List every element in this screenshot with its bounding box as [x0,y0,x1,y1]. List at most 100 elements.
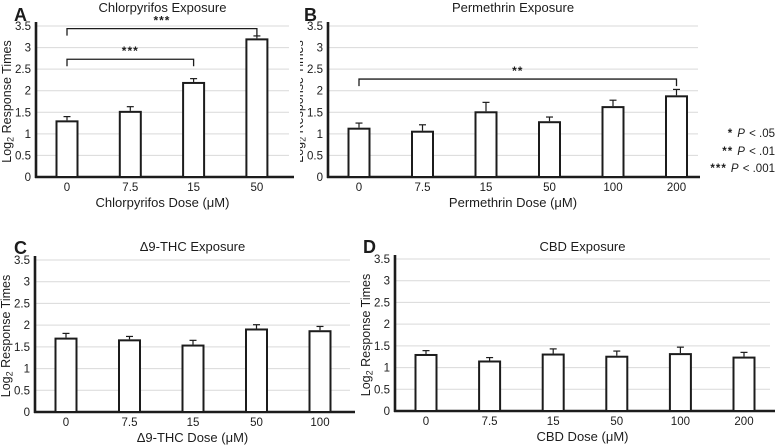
y-tick-label: 2.5 [15,64,31,76]
y-tick-label: 0.5 [14,385,30,397]
bar [54,337,78,413]
y-tick-label: 3.5 [307,21,323,33]
bar [55,120,79,178]
legend-p-label: P [737,128,745,140]
panel-letter: D [363,237,376,257]
y-tick-label: 3.5 [14,255,30,267]
legend-stars: ** [722,145,734,158]
x-tick-label: 0 [356,182,362,194]
chart-title: CBD Exposure [540,239,626,254]
panel-letter: B [304,5,317,25]
y-tick-label: 1.5 [374,341,390,353]
x-axis-label: Permethrin Dose (μM) [449,195,577,210]
y-tick-label: 1.5 [15,107,31,119]
y-tick-label: 0 [25,172,31,184]
y-tick-label: 1 [25,129,31,141]
y-axis-label: Log2 Response Times [0,275,15,397]
panel-d-chart: 0 0.5 1 1.5 2 2.5 3 3.5 0 7.5 15 50 100 200 CBD Dose (… [359,237,775,444]
significance-bracket [358,78,678,87]
x-tick-label: 50 [610,416,623,428]
bar [245,38,269,179]
y-axis-label: Log2 Response Times [359,274,375,396]
bar [668,353,692,412]
legend-threshold: < .01 [749,145,775,158]
x-tick-label: 7.5 [122,182,138,194]
y-tick-label: 2.5 [374,297,390,309]
y-tick-label: 3.5 [15,21,31,33]
legend-threshold: < .05 [749,128,775,140]
significance-bracket [66,58,195,67]
x-tick-label: 50 [251,182,264,194]
y-tick-label: 2 [25,86,31,98]
y-tick-label: 3.5 [374,254,390,266]
bar [182,81,206,178]
y-tick-label: 1 [24,364,30,376]
y-tick-label: 1.5 [307,107,323,119]
y-tick-label: 0 [384,406,390,418]
y-axis-label: Log2 Response Times [300,40,308,162]
significance-stars: ** [512,64,523,78]
bar [474,111,498,178]
legend-threshold: < .001 [742,163,775,175]
y-tick-label: 2.5 [14,298,30,310]
x-tick-label: 0 [63,417,69,429]
x-axis-label: Δ9-THC Dose (μM) [137,430,249,445]
bar [601,106,625,178]
x-tick-label: 200 [667,182,686,194]
x-tick-label: 7.5 [415,182,431,194]
x-tick-label: 100 [671,416,690,428]
x-tick-label: 0 [423,416,429,428]
bar [538,121,561,178]
x-tick-label: 15 [187,182,200,194]
bar [411,130,434,178]
panel-letter: A [14,5,27,25]
y-tick-label: 2 [24,320,30,332]
bar [541,353,565,413]
x-tick-label: 50 [543,182,556,194]
bar [181,344,205,413]
panel-c-chart: 0 0.5 1 1.5 2 2.5 3 3.5 0 7.5 15 50 100 Δ9-THC Dose (… [0,238,355,445]
y-tick-label: 0.5 [15,150,31,162]
y-tick-label: 0.5 [374,384,390,396]
bar [118,339,141,413]
y-tick-label: 3 [24,277,30,289]
x-tick-label: 7.5 [482,416,498,428]
x-tick-label: 100 [310,417,329,429]
legend-item: ** P < .01 [685,144,775,162]
significance-stars: *** [153,14,170,28]
y-tick-label: 0 [317,172,323,184]
panel-b-chart: 0 0.5 1 1.5 2 2.5 3 3.5 0 7.5 15 50 100 200 ** Permethr… [300,0,700,210]
significance-legend: * P < .05 ** P < .01 *** P < .001 [685,126,775,179]
y-tick-label: 2.5 [307,64,323,76]
x-tick-label: 15 [187,417,200,429]
y-tick-label: 2 [384,319,390,331]
chart-title: Δ9-THC Exposure [140,239,246,254]
x-tick-label: 100 [603,182,622,194]
x-tick-label: 15 [547,416,560,428]
bar [478,360,502,412]
x-axis-label: CBD Dose (μM) [537,429,629,444]
x-tick-label: 50 [250,417,263,429]
x-tick-label: 200 [734,416,753,428]
y-tick-label: 0.5 [307,150,323,162]
bar [308,330,332,413]
x-tick-label: 7.5 [122,417,138,429]
bar [245,328,268,413]
y-tick-label: 2 [317,86,323,98]
y-tick-label: 3 [25,43,31,55]
bar [347,127,371,178]
legend-stars: *** [710,163,727,175]
y-tick-label: 1.5 [14,342,30,354]
chart-title: Permethrin Exposure [452,0,574,15]
legend-item: *** P < .001 [685,161,775,179]
bar [414,353,438,412]
panel-a-chart: 00.511.522.533.50 7.5 15 50******Chlorpyrif… [0,0,294,210]
legend-p-label: P [737,145,745,158]
x-tick-label: 0 [64,182,70,194]
y-tick-label: 3 [317,43,323,55]
bar [605,355,629,412]
x-axis-label: Chlorpyrifos Dose (μM) [96,195,230,210]
y-tick-label: 0 [24,407,30,419]
x-tick-label: 15 [480,182,493,194]
